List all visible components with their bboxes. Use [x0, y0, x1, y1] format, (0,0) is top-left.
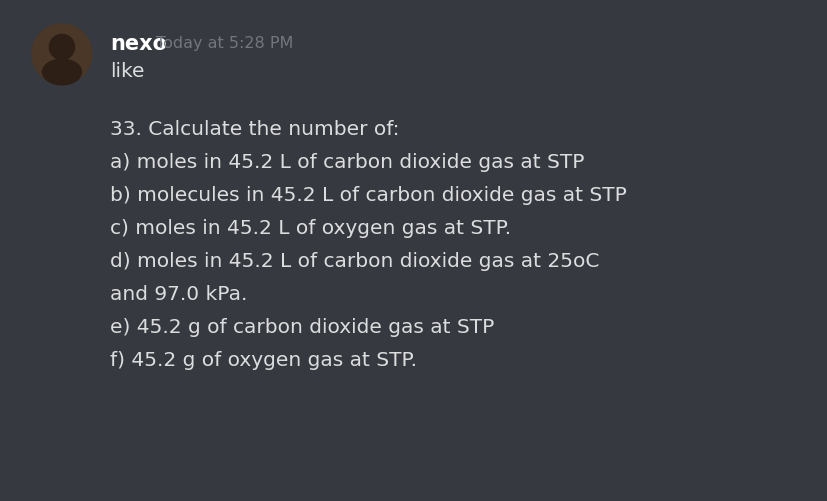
Circle shape — [50, 36, 74, 61]
Text: like: like — [110, 62, 145, 81]
Text: and 97.0 kPa.: and 97.0 kPa. — [110, 285, 247, 304]
Text: Today at 5:28 PM: Today at 5:28 PM — [155, 36, 293, 51]
Text: e) 45.2 g of carbon dioxide gas at STP: e) 45.2 g of carbon dioxide gas at STP — [110, 317, 494, 336]
Ellipse shape — [42, 60, 81, 86]
Text: 33. Calculate the number of:: 33. Calculate the number of: — [110, 120, 399, 139]
Text: b) molecules in 45.2 L of carbon dioxide gas at STP: b) molecules in 45.2 L of carbon dioxide… — [110, 186, 626, 204]
Text: f) 45.2 g of oxygen gas at STP.: f) 45.2 g of oxygen gas at STP. — [110, 350, 417, 369]
Text: d) moles in 45.2 L of carbon dioxide gas at 25oC: d) moles in 45.2 L of carbon dioxide gas… — [110, 252, 599, 271]
Circle shape — [32, 25, 92, 85]
Text: c) moles in 45.2 L of oxygen gas at STP.: c) moles in 45.2 L of oxygen gas at STP. — [110, 218, 510, 237]
Text: nexo: nexo — [110, 34, 167, 54]
Text: a) moles in 45.2 L of carbon dioxide gas at STP: a) moles in 45.2 L of carbon dioxide gas… — [110, 153, 584, 172]
